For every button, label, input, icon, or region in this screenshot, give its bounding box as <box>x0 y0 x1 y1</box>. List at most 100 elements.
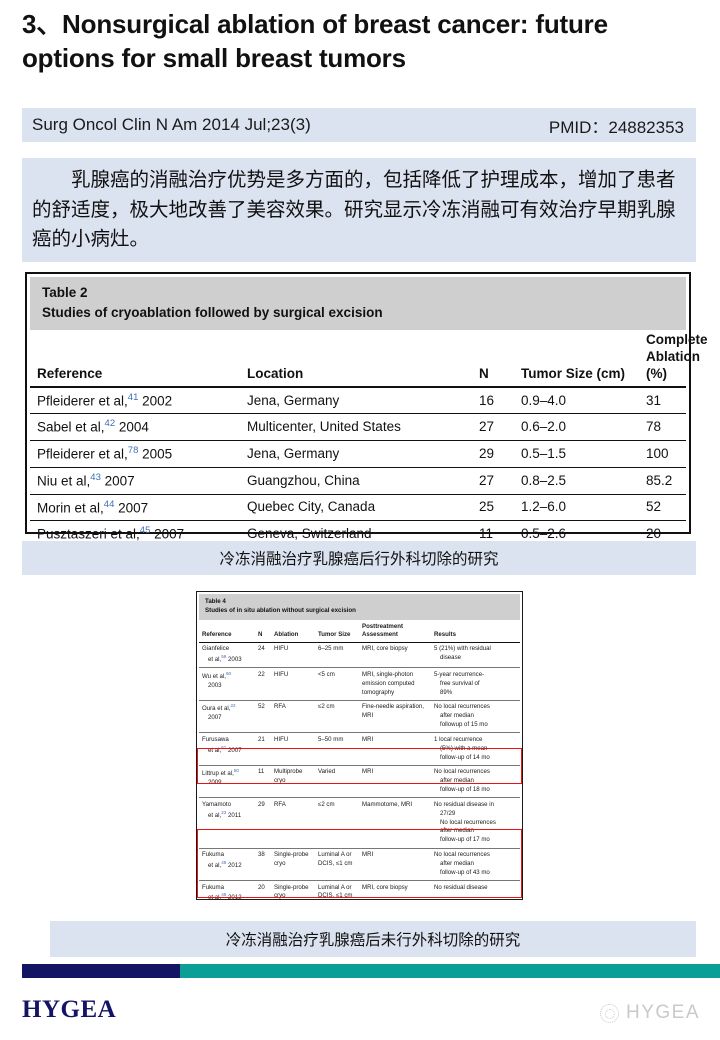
table2-year: 2002 <box>142 393 173 409</box>
table4-cell-results: No residual disease in 27/29 No local recu… <box>431 797 520 849</box>
table4-cell-reference: Fukuma et al,49 2012 <box>199 848 255 882</box>
table2-year: 2007 <box>154 526 185 542</box>
table4-result-line: (5%) with a mean <box>440 744 488 752</box>
table2-cell-reference: Pfleiderer et al,41 2002 <box>30 386 240 415</box>
watermark-circle-icon <box>599 1003 619 1023</box>
table4-col-ablation: Ablation <box>271 621 315 643</box>
table4-result-line: 1 local recurrence <box>434 735 483 743</box>
table4-cell-ablation: HIFU <box>271 642 315 669</box>
table4-cell-ablation: RFA <box>271 797 315 849</box>
table2-cell-complete-ablation: 31 <box>639 386 686 415</box>
table4-cell-tumor-size: ≤2 cm <box>315 797 359 849</box>
table-row: Oura et al,22 2007 52 RFA ≤2 cm Fine-needle a… <box>199 700 520 734</box>
table4-cell-tumor-size: <5 cm <box>315 667 359 701</box>
table2-description: Studies of cryoablation followed by surg… <box>42 304 383 320</box>
table4-cell-assessment: MRI <box>359 765 431 799</box>
table4-cell-reference: Littrup et al,50 2009 <box>199 765 255 799</box>
table4-cell-n: 21 <box>255 732 271 766</box>
table4-result-line: after median <box>440 712 474 720</box>
caption-table2: 冷冻消融治疗乳腺癌后行外科切除的研究 <box>22 541 696 575</box>
page-title: 3、Nonsurgical ablation of breast cancer:… <box>22 9 608 73</box>
table2-cell-tumor-size: 0.8–2.5 <box>514 467 639 495</box>
table2-cell-complete-ablation: 85.2 <box>639 467 686 495</box>
table4: Reference N Ablation Tumor Size Posttrea… <box>199 621 520 899</box>
table2-header-row: Reference Location N Tumor Size (cm) Com… <box>30 330 708 388</box>
table4-result-line: after median <box>440 827 474 835</box>
table4-cell-n: 38 <box>255 848 271 882</box>
brand-logo: HYGEA <box>22 996 117 1023</box>
table4-cell-reference: Oura et al,22 2007 <box>199 700 255 734</box>
table4-cell-tumor-size: Varied <box>315 765 359 799</box>
table4-result-line: No residual disease <box>434 883 488 891</box>
table4-result-line: No local recurrences <box>434 703 490 711</box>
table-row: Yamamoto et al,23 2011 29 RFA ≤2 cm Mammotome… <box>199 797 520 849</box>
table4-header-row: Reference N Ablation Tumor Size Posttrea… <box>199 621 520 643</box>
table-row: Littrup et al,50 2009 11 Multiprobe cryo Var… <box>199 765 520 799</box>
table2-col-location: Location <box>240 330 472 388</box>
table4-result-line: No local recurrences <box>440 818 496 826</box>
table2-figure: Table 2 Studies of cryoablation followed… <box>25 272 708 568</box>
table2-refnum: 78 <box>127 445 139 457</box>
table4-cell-assessment: MRI, core biopsy <box>359 880 431 899</box>
table4-cell-reference: Furusawa et al,61 2007 <box>199 732 255 766</box>
footer-bar-teal <box>180 964 720 978</box>
table4-result-line: after median <box>440 859 474 867</box>
footer-bar-navy <box>22 964 180 978</box>
table2-year: 2005 <box>142 446 173 462</box>
table-row: Morin et al,44 2007 Quebec City, Canada 25… <box>30 494 686 522</box>
watermark-brand: HYGEA <box>599 1002 700 1024</box>
table4-cell-assessment: MRI, single-photon emission computed tom… <box>359 667 431 701</box>
table2-author: Pfleiderer et al, <box>37 446 128 462</box>
table4-result-line: follow-up of 14 mo <box>440 753 490 761</box>
table2-caption-band: Table 2 Studies of cryoablation followed… <box>30 277 686 331</box>
table2-cell-complete-ablation: 52 <box>639 494 686 522</box>
table4-result-line: followup of 15 mo <box>440 721 488 729</box>
table2-col-complete-ablation-line2: Ablation (%) <box>646 349 700 381</box>
table2-col-tumor-size: Tumor Size (cm) <box>514 330 639 388</box>
table2-cell-n: 27 <box>472 467 514 495</box>
table2-cell-complete-ablation: 78 <box>639 413 686 442</box>
table2-cell-complete-ablation: 100 <box>639 440 686 468</box>
table4-result-line: after median <box>440 777 474 785</box>
table2-refnum: 41 <box>127 391 139 403</box>
table4-cell-reference: Gianfelice et al,59 2003 <box>199 642 255 669</box>
table2-cell-tumor-size: 0.9–4.0 <box>514 386 639 415</box>
summary-text: 乳腺癌的消融治疗优势是多方面的，包括降低了护理成本，增加了患者的舒适度，极大地改… <box>32 168 676 251</box>
table4-col-reference: Reference <box>199 621 255 643</box>
table4-result-line: No local recurrences <box>434 768 490 776</box>
table4-cell-ablation: HIFU <box>271 732 315 766</box>
table2-refnum: 43 <box>90 471 101 483</box>
table4-cell-results: 5-year recurrence-free survival of 89% <box>431 667 520 701</box>
table4-result-line: disease <box>440 654 462 662</box>
table2-label: Table 2 <box>42 285 88 300</box>
table4-cell-ablation: Single-probe cryo <box>271 848 315 882</box>
table4-cell-tumor-size: Luminal A or DCIS, ≤1 cm <box>315 880 359 899</box>
table2: Reference Location N Tumor Size (cm) Com… <box>30 330 708 573</box>
table-row: Pfleiderer et al,41 2002 Jena, Germany 16 0… <box>30 386 686 415</box>
table2-author: Morin et al, <box>37 500 104 515</box>
table2-cell-tumor-size: 0.6–2.0 <box>514 413 639 442</box>
table-row: Fukuma et al,49 2012 38 Single-probe cryo Lu… <box>199 848 520 882</box>
table4-figure: Table 4 Studies of in situ ablation with… <box>196 591 523 900</box>
table4-description: Studies of in situ ablation without surg… <box>205 607 356 615</box>
table4-cell-n: 52 <box>255 700 271 734</box>
table4-cell-n: 29 <box>255 797 271 849</box>
table-row: Sabel et al,42 2004 Multicenter, United S… <box>30 413 686 442</box>
table4-cell-n: 20 <box>255 880 271 899</box>
table4-cell-ablation: Single-probe cryo <box>271 880 315 899</box>
table2-cell-location: Guangzhou, China <box>240 467 472 495</box>
watermark-brand-label: HYGEA <box>625 1002 700 1023</box>
table4-cell-results: No local recurrences after median followup… <box>431 700 520 734</box>
table2-cell-location: Quebec City, Canada <box>240 494 472 522</box>
table4-cell-assessment: Mammotome, MRI <box>359 797 431 849</box>
table4-cell-n: 22 <box>255 667 271 701</box>
table4-cell-results: No local recurrences after median follow-u… <box>431 765 520 799</box>
table4-cell-ablation: Multiprobe cryo <box>271 765 315 799</box>
table4-cell-ablation: RFA <box>271 700 315 734</box>
table2-refnum: 45 <box>139 525 151 537</box>
table-row: Pfleiderer et al,78 2005 Jena, Germany 29 0… <box>30 440 686 468</box>
table2-cell-location: Multicenter, United States <box>240 413 472 442</box>
table2-refnum: 44 <box>103 498 115 510</box>
table-row: Fukuma et al,49 2012 20 Single-probe cryo Lu… <box>199 880 520 899</box>
table2-year: 2007 <box>118 500 149 515</box>
